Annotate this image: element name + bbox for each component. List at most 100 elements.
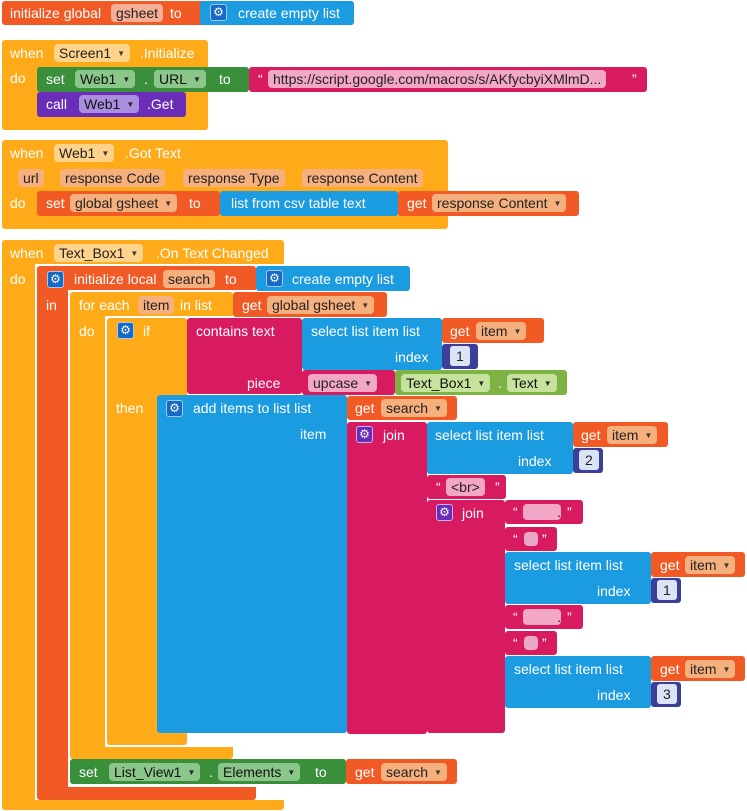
init-global-block[interactable]: initialize global gsheet to ⚙ create emp… <box>2 1 354 25</box>
textbox-text-getter[interactable]: Text_Box1 ▼ . Text ▼ <box>395 370 567 395</box>
param-url[interactable]: url <box>18 169 44 187</box>
get-search-block[interactable]: get search ▼ <box>347 396 457 420</box>
index-value[interactable]: 3 <box>657 684 677 704</box>
upcase-dropdown[interactable]: upcase ▼ <box>308 374 378 392</box>
mutator-gear-icon[interactable]: ⚙ <box>47 271 64 288</box>
close-quote-icon: ” <box>567 609 572 625</box>
global-gsheet-dropdown[interactable]: global gsheet ▼ <box>70 194 178 212</box>
set-web-url-block[interactable]: set Web1 ▼ . URL ▼ to <box>37 67 249 92</box>
add-items-to-list-block[interactable]: ⚙ add items to list list item <box>157 395 347 733</box>
select-list-item-block-2[interactable]: select list item list index <box>427 422 573 474</box>
get-global-gsheet-block[interactable]: get global gsheet ▼ <box>233 292 387 317</box>
item-label: item <box>300 426 327 442</box>
global-gsheet-dropdown[interactable]: global gsheet ▼ <box>267 296 375 314</box>
select-list-item-label: select list item list <box>514 557 623 573</box>
chevron-down-icon: ▼ <box>130 249 139 258</box>
index-value[interactable]: 1 <box>450 346 470 366</box>
number-block[interactable]: 1 <box>651 578 681 603</box>
empty-text-block[interactable]: “ ” <box>505 527 557 551</box>
create-empty-list-block[interactable]: ⚙ create empty list <box>256 266 410 291</box>
empty-text-field[interactable] <box>524 636 538 650</box>
search-dropdown[interactable]: search ▼ <box>381 763 447 781</box>
chevron-down-icon: ▼ <box>164 199 173 208</box>
mutator-gear-icon[interactable]: ⚙ <box>117 322 134 339</box>
index-value[interactable]: 2 <box>579 450 599 470</box>
join-block[interactable]: ⚙ join <box>347 422 427 734</box>
local-name-field[interactable]: search <box>163 270 216 288</box>
method-label: .Get <box>147 96 174 112</box>
csv-label: list from csv table text <box>231 195 366 211</box>
dot-text-block[interactable]: “ . ” <box>505 605 583 629</box>
number-block[interactable]: 1 <box>442 344 478 369</box>
create-empty-list-label: create empty list <box>292 271 394 287</box>
upcase-block[interactable]: upcase ▼ <box>302 370 395 395</box>
textbox-event-dropdown[interactable]: Text_Box1 ▼ <box>54 244 144 262</box>
global-name-field[interactable]: gsheet <box>111 4 164 22</box>
url-text-field[interactable]: https://script.google.com/macros/s/AKfyc… <box>268 70 607 88</box>
web1-call-dropdown[interactable]: Web1 ▼ <box>79 95 140 113</box>
mutator-gear-icon[interactable]: ⚙ <box>266 270 283 287</box>
close-quote-icon: ” <box>542 531 547 547</box>
br-text-block[interactable]: “ <br> ” <box>427 475 506 499</box>
if-label: if <box>143 323 150 339</box>
search-dropdown[interactable]: search ▼ <box>381 399 447 417</box>
mutator-gear-icon[interactable]: ⚙ <box>356 426 373 443</box>
url-text-block[interactable]: “ https://script.google.com/macros/s/AKf… <box>249 67 647 92</box>
item-dropdown[interactable]: item ▼ <box>607 426 658 444</box>
get-item-block[interactable]: get item ▼ <box>573 422 668 447</box>
param-response-content[interactable]: response Content <box>302 169 423 187</box>
mutator-gear-icon[interactable]: ⚙ <box>210 4 227 21</box>
select-list-item-block-4[interactable]: select list item list index <box>505 656 651 708</box>
set-listview-elements-block[interactable]: set List_View1 ▼ . Elements ▼ to <box>70 759 346 784</box>
param-response-type[interactable]: response Type <box>183 169 285 187</box>
index-label: index <box>597 687 631 703</box>
br-text-field[interactable]: <br> <box>446 478 485 496</box>
contains-text-block[interactable]: contains text piece <box>187 318 302 394</box>
join-inner-block[interactable]: ⚙ join <box>427 500 505 733</box>
text-property-dropdown[interactable]: Text ▼ <box>507 374 557 392</box>
number-block[interactable]: 3 <box>651 682 681 707</box>
loop-var-field[interactable]: item <box>138 296 175 314</box>
web1-event-dropdown[interactable]: Web1 ▼ <box>54 144 115 162</box>
number-block[interactable]: 2 <box>573 448 603 473</box>
chevron-down-icon: ▼ <box>434 768 442 777</box>
empty-text-field[interactable] <box>524 532 538 546</box>
chevron-down-icon: ▼ <box>287 768 296 777</box>
web1-dropdown[interactable]: Web1 ▼ <box>75 70 136 88</box>
empty-text-block[interactable]: “ ” <box>505 631 557 655</box>
textbox-dropdown[interactable]: Text_Box1 ▼ <box>401 374 491 392</box>
init-global-label: initialize global <box>10 5 102 21</box>
item-dropdown[interactable]: item ▼ <box>685 556 736 574</box>
chevron-down-icon: ▼ <box>126 100 135 109</box>
url-property-dropdown[interactable]: URL ▼ <box>154 70 206 88</box>
get-item-block[interactable]: get item ▼ <box>651 552 745 577</box>
list-from-csv-block[interactable]: list from csv table text <box>220 191 398 216</box>
call-web-get-block[interactable]: call Web1 ▼ .Get <box>37 92 186 117</box>
select-list-item-block-1[interactable]: select list item list index <box>302 318 442 370</box>
get-response-content-block[interactable]: get response Content ▼ <box>398 191 579 216</box>
param-response-code[interactable]: response Code <box>60 169 165 187</box>
item-dropdown[interactable]: item ▼ <box>476 322 527 340</box>
listview-dropdown[interactable]: List_View1 ▼ <box>109 763 201 781</box>
set-global-gsheet-block[interactable]: set global gsheet ▼ to <box>37 191 220 216</box>
response-content-dropdown[interactable]: response Content ▼ <box>432 194 567 212</box>
dot-text-field[interactable]: . <box>523 609 561 625</box>
screen-dropdown[interactable]: Screen1 ▼ <box>54 44 131 62</box>
to-label: to <box>219 71 231 87</box>
piece-label: piece <box>247 375 281 391</box>
select-list-item-block-3[interactable]: select list item list index <box>505 552 651 604</box>
elements-property-dropdown[interactable]: Elements ▼ <box>218 763 301 781</box>
index-value[interactable]: 1 <box>657 580 677 600</box>
mutator-gear-icon[interactable]: ⚙ <box>436 504 453 521</box>
mutator-gear-icon[interactable]: ⚙ <box>166 400 183 417</box>
close-quote-icon: ” <box>567 504 572 520</box>
get-search-block[interactable]: get search ▼ <box>346 759 457 784</box>
create-empty-list-block[interactable]: ⚙ create empty list <box>200 1 354 25</box>
dot-text-field[interactable]: . <box>523 504 561 520</box>
dot-text-block[interactable]: “ . ” <box>505 500 583 524</box>
get-item-block[interactable]: get item ▼ <box>651 656 745 681</box>
get-item-block[interactable]: get item ▼ <box>442 318 544 343</box>
do-label: do <box>10 271 26 287</box>
to-label: to <box>315 764 327 780</box>
item-dropdown[interactable]: item ▼ <box>685 660 736 678</box>
